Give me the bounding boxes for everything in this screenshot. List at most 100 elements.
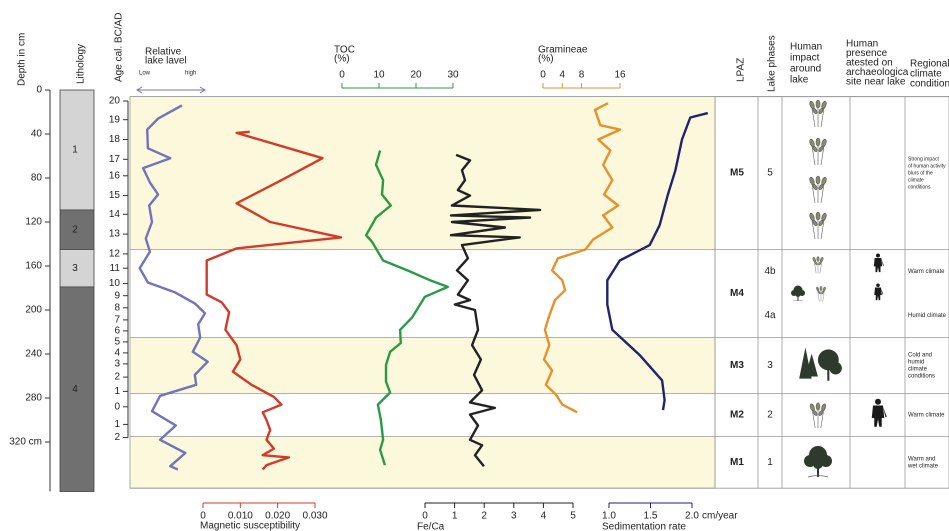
lake-phase: 2 [767, 410, 773, 421]
axis-end-label: high [185, 71, 196, 77]
age-tick-label: 15 [109, 190, 121, 201]
proxy-tick-label: 1.0 [602, 511, 616, 522]
proxy-tick-label: 16 [614, 70, 626, 81]
proxy-tick-label: 0 [200, 511, 206, 522]
forest-icon [799, 347, 842, 381]
age-tick-label: 4 [114, 348, 120, 359]
wheat-icon [808, 211, 828, 240]
lake-phase: 5 [767, 168, 773, 179]
header-human-presence: Human [846, 39, 878, 50]
age-tick-label: 10 [109, 278, 121, 289]
proxy-tick-label: 8 [579, 70, 585, 81]
age-tick-label: 12 [109, 249, 121, 260]
wheat-icon [808, 99, 828, 128]
climate-text: blurs of the [908, 170, 933, 176]
age-tick-label: 11 [110, 263, 121, 274]
proxy-curve [606, 111, 709, 411]
age-tick-label: 1 [114, 419, 120, 430]
age-tick-label: 1 [114, 386, 120, 397]
age-tick-label: 16 [109, 170, 121, 181]
proxy-title: (%) [334, 54, 350, 65]
climate-text: climate [908, 367, 928, 373]
lithology-label: 4 [72, 384, 78, 395]
proxy-tick-label: 0 [339, 70, 345, 81]
climate-text: conditions [908, 184, 931, 190]
lake-phase: 4a [764, 310, 776, 321]
age-tick-label: 2 [114, 372, 120, 383]
proxy-title: Magnetic susceptibility [200, 521, 300, 531]
zone-name: M1 [730, 457, 744, 468]
age-tick-label: 5 [114, 337, 120, 348]
depth-tick-label: 240 [25, 349, 42, 360]
climate-text: Cold and [908, 353, 932, 359]
lithology-unit [59, 209, 95, 250]
age-tick-label: 9 [114, 290, 120, 301]
proxy-curve [542, 102, 622, 414]
proxy-tick-label: 1.5 [644, 511, 658, 522]
proxy-tick-label: 2.0 [685, 511, 699, 522]
lithology-unit [59, 286, 95, 492]
header-human-impact: Human [790, 42, 822, 53]
depth-tick-label: 160 [25, 261, 42, 272]
proxy-tick-label: 5 [570, 511, 576, 522]
zone-band [130, 393, 715, 437]
human-icon [871, 398, 887, 427]
climate-text: Warm climate [908, 269, 945, 275]
age-tick-label: 6 [114, 326, 120, 337]
proxy-curve [138, 104, 209, 471]
age-tick-label: 8 [114, 302, 120, 313]
proxy-tick-label: 20 [410, 70, 422, 81]
proxy-title: Relative [145, 47, 182, 58]
proxy-title: Sedimentation rate [602, 522, 686, 531]
header-human-presence: archaeologica [846, 67, 909, 78]
age-tick-label: 20 [109, 96, 121, 107]
zone-band [130, 436, 715, 489]
lithology-title: Lithology [76, 44, 87, 84]
proxy-title: lake lavel [145, 56, 187, 67]
proxy-title: (%) [538, 54, 554, 65]
zone-name: M2 [730, 410, 744, 421]
zone-band [130, 96, 715, 250]
human-icon [874, 283, 884, 301]
header-human-impact: impact [790, 53, 820, 64]
header-climate: Regional [910, 59, 949, 70]
climate-text: Strong impact [908, 156, 939, 162]
wheat-icon [808, 175, 828, 204]
header-lake-phases: Lake phases [767, 35, 778, 92]
proxy-tick-label: 1 [452, 511, 458, 522]
zone-name: M3 [730, 360, 744, 371]
wheat-icon [808, 137, 828, 166]
depth-tick-label: 320 cm [9, 437, 42, 448]
age-tick-label: 17 [109, 154, 121, 165]
climate-text: humid [908, 360, 924, 366]
proxy-unit: cm/year [702, 511, 738, 522]
header-human-impact: around [790, 64, 821, 75]
lake-phase: 3 [767, 360, 773, 371]
lake-level-arrow [136, 86, 206, 94]
proxy-tick-label: 0.030 [302, 511, 327, 522]
age-axis-title: Age cal. BC/AD [114, 13, 125, 82]
proxy-curve [364, 150, 449, 466]
age-tick-label: 18 [109, 134, 121, 145]
lake-phase: 4b [764, 266, 776, 277]
age-tick-label: 13 [109, 229, 121, 240]
depth-tick-label: 40 [31, 129, 43, 140]
depth-tick-label: 80 [31, 173, 43, 184]
age-tick-label: 3 [114, 359, 120, 370]
axis-end-label: Low [139, 71, 151, 77]
human-icon [873, 253, 884, 273]
age-tick-label: 14 [109, 209, 121, 220]
tree-icon [803, 445, 833, 478]
proxy-tick-label: 0.010 [228, 511, 253, 522]
proxy-curve [449, 153, 542, 467]
header-human-impact: lake [790, 75, 809, 86]
wheat-icon [812, 256, 824, 274]
lithology-unit [59, 89, 95, 211]
proxy-tick-label: 0 [422, 511, 428, 522]
lithology-unit [59, 249, 95, 288]
climate-text: of human activity [908, 163, 946, 169]
climate-text: Warm and [908, 456, 935, 462]
